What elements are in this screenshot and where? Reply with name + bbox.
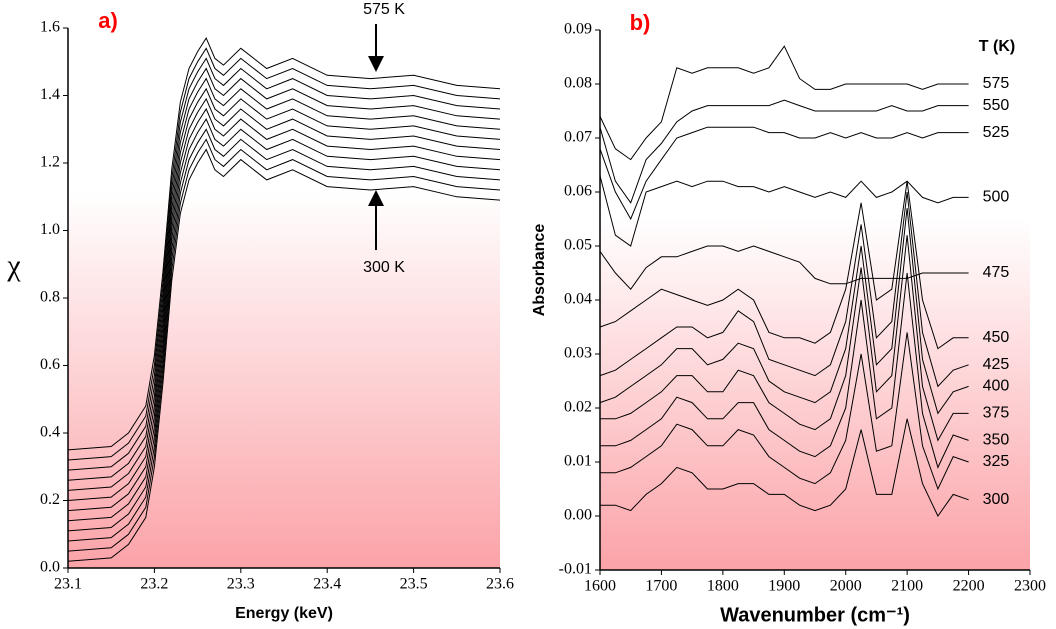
- series-label: 450: [983, 329, 1010, 346]
- annotation: 300 K: [363, 259, 405, 276]
- series-label: 300: [983, 491, 1010, 508]
- x-axis-label: Wavenumber (cm⁻¹): [720, 604, 910, 626]
- y-tick-label: 0.07: [564, 129, 592, 146]
- spectrum-line: [67, 87, 501, 501]
- x-tick-label: 1600: [584, 578, 616, 595]
- spectrum-line: [599, 99, 969, 204]
- x-tick-label: 2000: [830, 578, 862, 595]
- x-tick-label: 1800: [707, 578, 739, 595]
- y-tick-label: 0.0: [40, 559, 60, 576]
- series-label: 350: [983, 432, 1010, 449]
- y-tick-label: 0.08: [564, 75, 592, 92]
- x-tick-label: 23.6: [486, 576, 514, 593]
- y-tick-label: 0.04: [564, 291, 592, 308]
- y-tick-label: 0.02: [564, 399, 592, 416]
- spectrum-line: [67, 97, 501, 512]
- x-tick-label: 23.3: [227, 576, 255, 593]
- series-label: 475: [983, 264, 1010, 281]
- spectrum-line: [599, 181, 969, 350]
- y-tick-label: 1.0: [40, 221, 60, 238]
- spectrum-line: [67, 118, 501, 532]
- y-axis-label: Absorbance: [531, 224, 548, 317]
- y-tick-label: 0.09: [564, 21, 592, 38]
- spectrum-line: [67, 57, 501, 471]
- series-label: 575: [983, 75, 1010, 92]
- y-tick-label: 0.8: [40, 289, 60, 306]
- series-label: 525: [983, 124, 1010, 141]
- series-label: 400: [983, 378, 1010, 395]
- x-tick-label: 23.4: [313, 576, 341, 593]
- spectrum-line: [600, 235, 969, 442]
- x-tick-label: 1700: [645, 578, 677, 595]
- plot-background: [68, 28, 500, 568]
- spectrum-line: [600, 272, 969, 469]
- spectrum-line: [67, 138, 501, 552]
- spectrum-line: [67, 107, 501, 522]
- spectrum-line: [600, 332, 969, 491]
- x-tick-label: 23.1: [54, 576, 82, 593]
- series-label: 375: [983, 405, 1010, 422]
- y-tick-label: 1.6: [40, 19, 60, 36]
- y-tick-label: 0.00: [564, 507, 592, 524]
- annotation: 575 K: [363, 1, 405, 18]
- spectrum-line: [599, 245, 969, 290]
- series-label: 500: [983, 189, 1010, 206]
- y-tick-label: 0.01: [564, 453, 592, 470]
- spectrum-line: [599, 45, 969, 161]
- y-tick-label: 0.06: [564, 183, 592, 200]
- x-axis-label: Energy (keV): [235, 605, 333, 622]
- y-tick-label: 0.2: [40, 491, 60, 508]
- spectrum-line: [600, 418, 969, 517]
- y-tick-label: -0.01: [559, 561, 592, 578]
- spectrum-line: [67, 77, 501, 491]
- x-tick-label: 1900: [768, 578, 800, 595]
- x-tick-label: 2200: [953, 578, 985, 595]
- x-tick-label: 2100: [891, 578, 923, 595]
- y-tick-label: 0.03: [564, 345, 592, 362]
- panel-label: a): [98, 8, 118, 33]
- spectrum-line: [599, 126, 969, 221]
- y-tick-label: 0.6: [40, 356, 60, 373]
- spectrum-line: [67, 148, 501, 562]
- series-label: 325: [983, 453, 1010, 470]
- y-tick-label: 0.05: [564, 237, 592, 254]
- spectrum-line: [67, 37, 501, 451]
- legend-title: T (K): [979, 38, 1015, 55]
- y-tick-label: 0.4: [40, 424, 60, 441]
- spectrum-line: [67, 47, 501, 461]
- plot-background: [600, 28, 1030, 570]
- panel-label: b): [630, 10, 651, 35]
- series-label: 550: [983, 97, 1010, 114]
- x-tick-label: 23.2: [140, 576, 168, 593]
- spectrum-line: [67, 67, 501, 481]
- spectrum-line: [67, 128, 501, 542]
- y-tick-label: 1.2: [40, 154, 60, 171]
- x-tick-label: 2300: [1014, 578, 1046, 595]
- y-tick-label: 1.4: [40, 86, 60, 103]
- x-tick-label: 23.5: [400, 576, 428, 593]
- y-axis-label: χ: [6, 249, 21, 282]
- spectrum-line: [599, 191, 969, 388]
- spectrum-line: [599, 208, 969, 415]
- series-label: 425: [983, 356, 1010, 373]
